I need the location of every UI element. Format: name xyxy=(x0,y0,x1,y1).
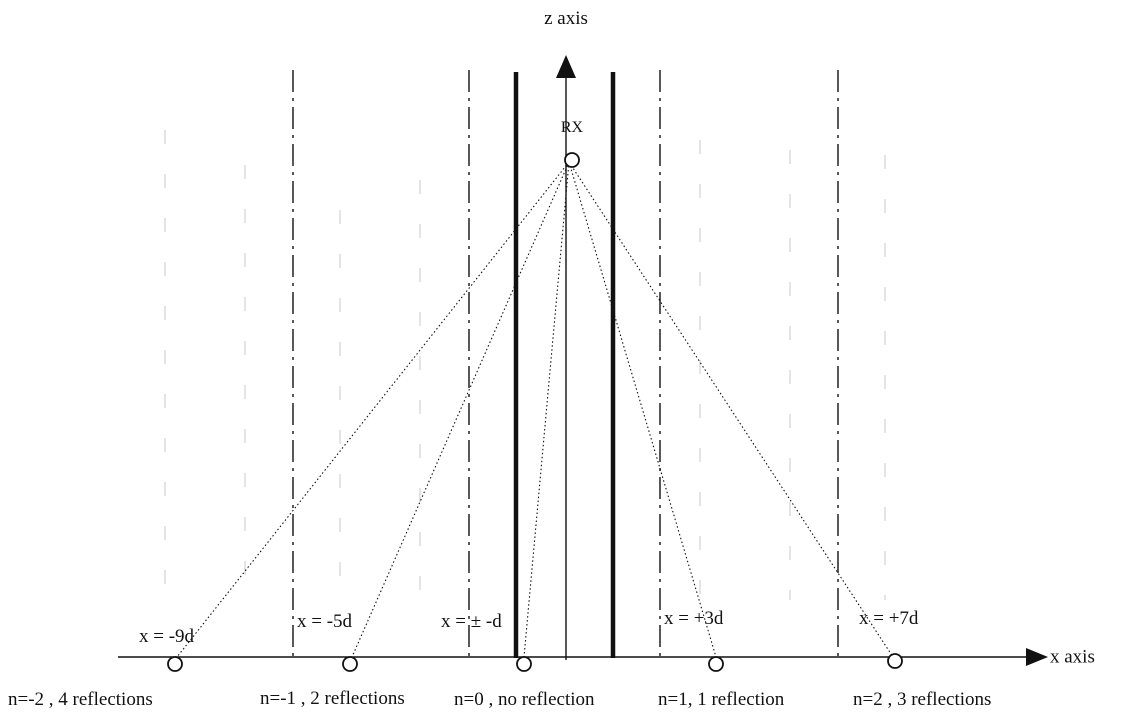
image-label: n=2 , 3 reflections xyxy=(853,689,991,710)
x-axis-arrowhead xyxy=(1026,648,1048,666)
receiver-label: RX xyxy=(561,119,584,136)
image-marker-n-minus-1 xyxy=(342,656,358,672)
position-label: x = +3d xyxy=(664,608,724,629)
receiver-marker xyxy=(564,152,580,168)
boundary-position-labels: x = -9d x = -5d x = ± -d x = +3d x = +7d xyxy=(139,608,919,647)
x-axis xyxy=(118,648,1048,666)
image-label: n=1, 1 reflection xyxy=(658,689,785,710)
image-marker-n-minus-2 xyxy=(167,656,183,672)
walls xyxy=(513,72,616,658)
z-axis xyxy=(556,55,576,660)
ray-n-minus-1 xyxy=(351,161,570,658)
ray-n-1 xyxy=(568,161,717,658)
z-axis-label: z axis xyxy=(544,8,588,29)
z-axis-arrowhead xyxy=(556,55,576,78)
image-label: n=-2 , 4 reflections xyxy=(8,689,153,710)
x-axis-label: x axis xyxy=(1050,646,1095,667)
position-label: x = +7d xyxy=(859,608,919,629)
ray-n-0 xyxy=(523,161,570,658)
position-label: x = -5d xyxy=(297,611,353,632)
image-label: n=-1 , 2 reflections xyxy=(260,688,405,709)
image-marker-n-2 xyxy=(887,653,903,669)
ray-n-2 xyxy=(568,161,894,658)
image-labels: n=-2 , 4 reflections n=-1 , 2 reflection… xyxy=(8,688,991,710)
ray-paths xyxy=(176,161,894,658)
image-marker-n-0 xyxy=(516,656,532,672)
faint-background-marks xyxy=(164,130,886,600)
image-marker-n-1 xyxy=(708,656,724,672)
image-boundary-lines xyxy=(292,70,839,658)
position-label: x = ± -d xyxy=(441,611,502,632)
position-label: x = -9d xyxy=(139,626,195,647)
image-label: n=0 , no reflection xyxy=(454,689,595,710)
ray-n-minus-2 xyxy=(176,161,570,658)
image-source-markers xyxy=(167,653,903,672)
